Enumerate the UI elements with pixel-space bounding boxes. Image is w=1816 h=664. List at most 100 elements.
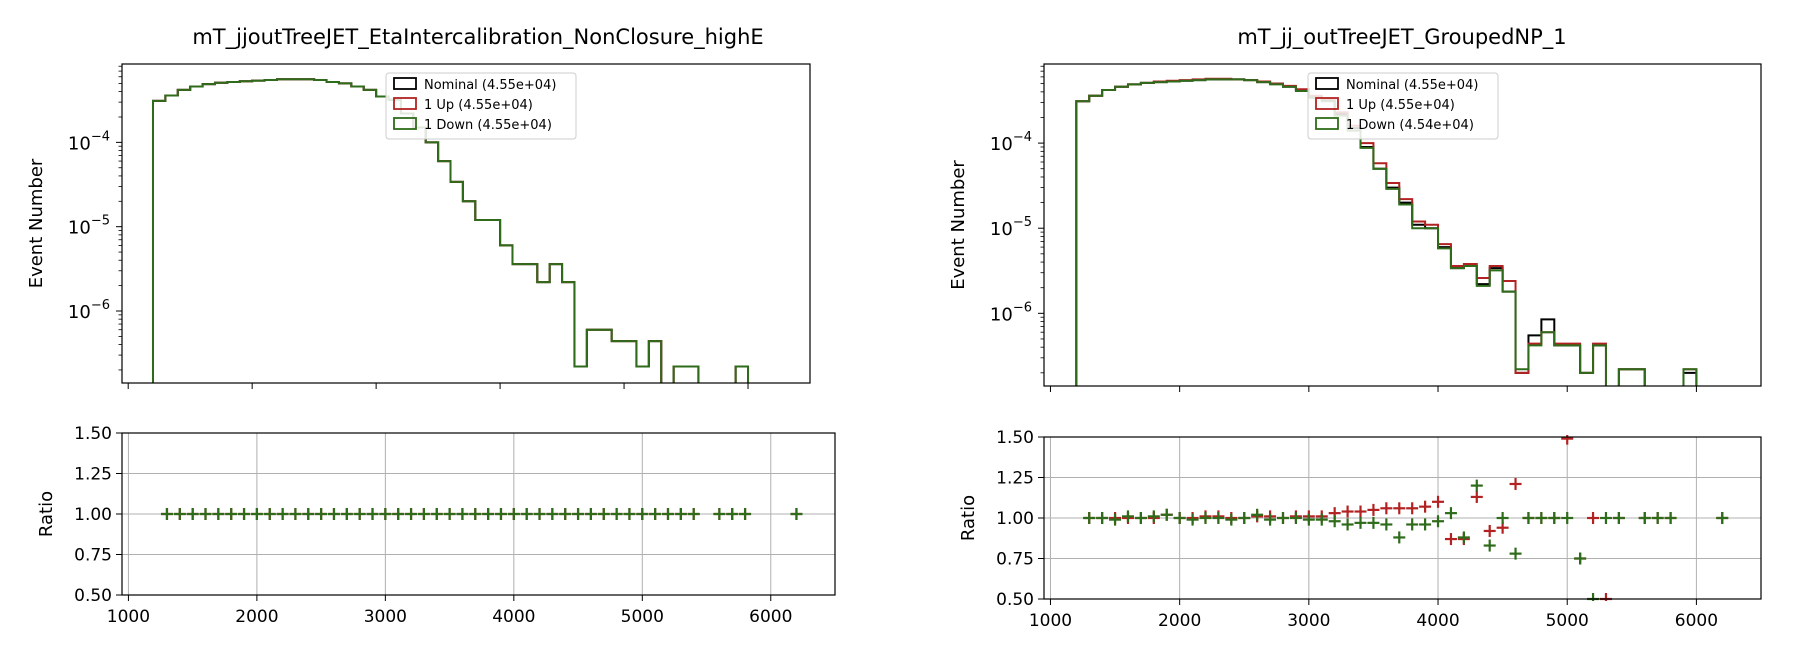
ratio-marker: [1367, 503, 1380, 516]
ratio-marker: [1496, 512, 1509, 524]
ratio-y-tick-label: 1.25: [74, 465, 112, 485]
ratio-marker: [507, 508, 520, 520]
ratio-marker: [610, 508, 623, 520]
ratio-y-tick-label: 0.50: [74, 586, 112, 606]
ratio-marker: [1638, 512, 1651, 524]
ratio-marker: [1457, 531, 1470, 544]
ratio-marker: [469, 508, 482, 520]
ratio-marker: [1561, 512, 1574, 524]
ratio-series-2: [1083, 479, 1729, 601]
ratio-marker: [1367, 516, 1380, 529]
ratio-marker: [1380, 518, 1393, 531]
ratio-y-tick-label: 1.50: [996, 428, 1034, 448]
y-tick-exponent: −6: [1013, 300, 1032, 315]
ratio-marker: [1096, 512, 1109, 524]
ratio-marker: [225, 508, 238, 520]
legend-swatch: [393, 117, 417, 130]
ratio-marker: [1160, 508, 1173, 521]
y-axis-label: Event Number: [948, 160, 969, 290]
ratio-marker: [1587, 512, 1600, 524]
y-tick-base: 10: [68, 133, 91, 154]
ratio-marker: [1574, 552, 1587, 565]
ratio-y-tick-label: 0.50: [996, 590, 1034, 610]
legend-label: 1 Up (4.55e+04): [424, 98, 533, 113]
y-tick-base: 10: [990, 219, 1013, 240]
ratio-marker: [315, 508, 328, 520]
ratio-marker: [1612, 512, 1625, 524]
ratio-marker: [1134, 512, 1147, 524]
ratio-marker: [186, 508, 199, 520]
ratio-marker: [327, 508, 340, 520]
x-tick-label: 2000: [235, 607, 278, 627]
ratio-marker: [739, 508, 752, 520]
ratio-marker: [1483, 524, 1496, 537]
ratio-marker: [1173, 512, 1186, 524]
y-tick-base: 10: [68, 218, 91, 239]
y-tick-base: 10: [990, 304, 1013, 325]
ratio-marker: [1121, 510, 1134, 523]
legend-swatch: [1315, 117, 1339, 130]
ratio-y-axis-label: Ratio: [36, 491, 57, 537]
ratio-marker: [263, 508, 276, 520]
ratio-marker: [366, 508, 379, 520]
legend-label: 1 Up (4.55e+04): [1346, 98, 1455, 113]
legend: Nominal (4.55e+04) 1 Up (4.55e+04) 1 Down …: [1307, 72, 1499, 140]
legend-swatch: [1315, 97, 1339, 110]
ratio-marker: [430, 508, 443, 520]
y-tick-label: 10−6: [68, 298, 110, 323]
y-tick-label: 10−5: [990, 215, 1032, 240]
ratio-marker: [1354, 516, 1367, 529]
ratio-y-tick-label: 0.75: [74, 546, 112, 566]
chart-panel-2: mT_jj_outTreeJET_GroupedNP_110−410−510−6…: [948, 25, 1762, 631]
y-tick-base: 10: [990, 134, 1013, 155]
ratio-marker: [1651, 512, 1664, 524]
ratio-marker: [1419, 500, 1432, 513]
ratio-marker: [1561, 435, 1574, 445]
ratio-marker: [623, 508, 636, 520]
ratio-marker: [674, 508, 687, 520]
ratio-marker: [250, 508, 263, 520]
x-tick-label: 6000: [1675, 611, 1718, 631]
ratio-marker: [533, 508, 546, 520]
ratio-marker: [443, 508, 456, 520]
legend-frame: [1307, 72, 1499, 140]
legend-label: 1 Down (4.55e+04): [424, 118, 552, 133]
ratio-marker: [1225, 513, 1238, 526]
ratio-marker: [456, 508, 469, 520]
ratio-series-2: [160, 508, 803, 520]
ratio-marker: [1444, 507, 1457, 520]
ratio-marker: [713, 508, 726, 520]
ratio-marker: [1380, 502, 1393, 515]
y-tick-base: 10: [68, 302, 91, 323]
x-tick-label: 1000: [107, 607, 150, 627]
legend-label: Nominal (4.55e+04): [424, 78, 556, 93]
ratio-marker: [790, 508, 803, 520]
ratio-marker: [1470, 490, 1483, 503]
chart-title: mT_jj_outTreeJET_GroupedNP_1: [1237, 25, 1566, 50]
y-tick-exponent: −4: [91, 129, 110, 144]
ratio-marker: [649, 508, 662, 520]
ratio-marker: [276, 508, 289, 520]
ratio-y-tick-label: 1.25: [996, 469, 1034, 489]
ratio-marker: [1509, 477, 1522, 490]
ratio-marker: [572, 508, 585, 520]
ratio-marker: [1406, 518, 1419, 531]
ratio-y-tick-label: 0.75: [996, 550, 1034, 570]
legend: Nominal (4.55e+04) 1 Up (4.55e+04) 1 Down …: [385, 72, 577, 140]
ratio-marker: [1393, 531, 1406, 544]
x-tick-label: 6000: [749, 607, 792, 627]
y-tick-exponent: −4: [1013, 130, 1032, 145]
ratio-marker: [405, 508, 418, 520]
ratio-marker: [597, 508, 610, 520]
ratio-marker: [494, 508, 507, 520]
ratio-marker: [546, 508, 559, 520]
legend-swatch: [393, 77, 417, 90]
ratio-marker: [238, 508, 251, 520]
ratio-y-axis-label: Ratio: [958, 495, 979, 541]
legend-label: Nominal (4.55e+04): [1346, 78, 1478, 93]
ratio-marker: [1432, 495, 1445, 508]
y-axis-label: Event Number: [26, 158, 47, 288]
